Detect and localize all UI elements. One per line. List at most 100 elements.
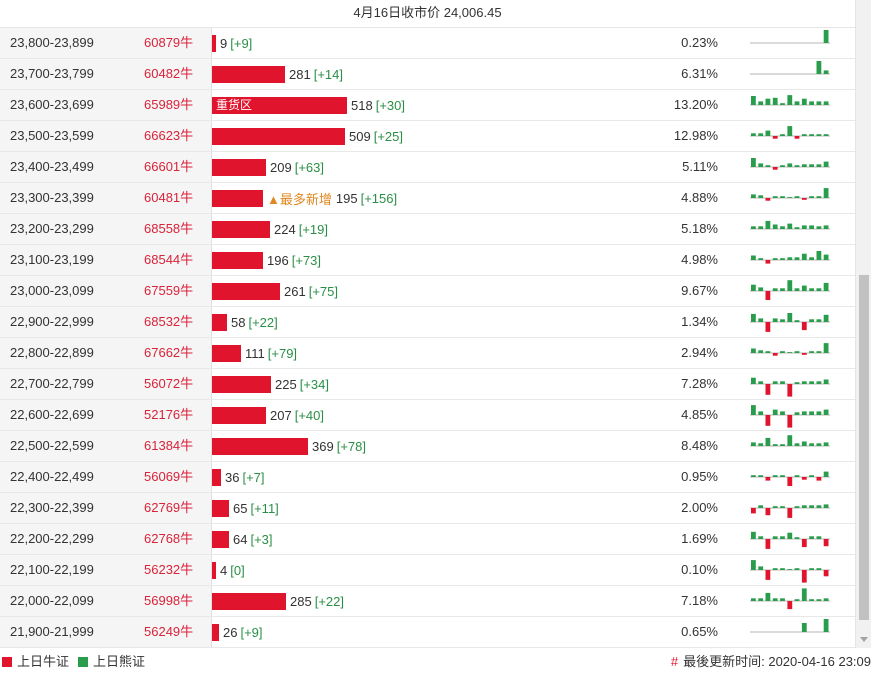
sparkline-bar xyxy=(765,198,771,201)
sparkline-bar xyxy=(758,350,764,353)
warrant-code-link[interactable]: 68544牛 xyxy=(132,245,211,275)
sparkline-bar xyxy=(780,165,785,167)
sparkline-bar xyxy=(787,257,793,260)
sparkline-chart xyxy=(750,95,830,106)
quantity-count: 65 xyxy=(233,500,248,516)
warrant-code-link[interactable]: 61384牛 xyxy=(132,431,211,461)
sparkline-bar xyxy=(823,161,829,167)
sparkline-bar xyxy=(823,254,829,260)
sparkline-bar xyxy=(758,536,764,539)
sparkline-bar xyxy=(780,444,785,446)
sparkline-bar xyxy=(765,592,771,601)
sparkline-bar xyxy=(801,381,807,384)
quantity-bar xyxy=(212,158,266,176)
sparkline-bar xyxy=(787,384,793,397)
sparkline-bar xyxy=(823,379,829,384)
warrant-code-link[interactable]: 60482牛 xyxy=(132,59,211,89)
warrant-code-link[interactable]: 62769牛 xyxy=(132,493,211,523)
sparkline-bar xyxy=(809,411,814,415)
sparkline-bar xyxy=(809,536,814,539)
sparkline-bar xyxy=(809,443,814,446)
vertical-scrollbar[interactable] xyxy=(855,0,871,648)
sparkline-bar xyxy=(758,598,764,601)
sparkline-bar xyxy=(772,136,778,139)
warrant-code-link[interactable]: 60879牛 xyxy=(132,28,211,58)
warrant-code-link[interactable]: 62768牛 xyxy=(132,524,211,554)
quantity-count: 9 xyxy=(220,35,228,51)
warrant-code-link[interactable]: 56232牛 xyxy=(132,555,211,585)
sparkline-bar xyxy=(794,475,800,477)
quantity-bar xyxy=(212,189,263,207)
table-row: 21,900-21,999 56249牛 26 [+9] 0.65% xyxy=(0,617,855,648)
price-range: 22,700-22,799 xyxy=(0,369,132,399)
warrant-code-link[interactable]: 67559牛 xyxy=(132,276,211,306)
sparkline-bar xyxy=(809,568,814,570)
warrant-code-link[interactable]: 56998牛 xyxy=(132,586,211,616)
percentage: 4.85% xyxy=(681,407,718,422)
sparkline-bar xyxy=(772,167,778,170)
bar-cell: 4 [0] xyxy=(212,555,652,585)
warrant-code-link[interactable]: 60481牛 xyxy=(132,183,211,213)
sparkline-bar xyxy=(816,61,822,74)
sparkline-bar xyxy=(816,568,822,570)
sparkline-bar xyxy=(794,412,800,415)
quantity-change: [+9] xyxy=(240,624,263,640)
scrollbar-thumb[interactable] xyxy=(859,275,869,620)
warrant-code-link[interactable]: 67662牛 xyxy=(132,338,211,368)
warrant-code-link[interactable]: 66601牛 xyxy=(132,152,211,182)
table-row: 22,400-22,499 56069牛 36 [+7] 0.95% xyxy=(0,462,855,493)
sparkline-bar xyxy=(794,257,800,260)
sparkline-chart xyxy=(750,619,830,633)
quantity-count: 196 xyxy=(267,252,289,268)
bull-swatch-icon xyxy=(2,657,12,667)
sparkline-bar xyxy=(772,196,778,198)
sparkline-bar xyxy=(765,415,771,426)
column-divider xyxy=(211,121,212,151)
quantity-bar xyxy=(212,468,221,486)
sparkline-bar xyxy=(809,599,814,601)
bar-cell: ▲最多新增 195 [+156] xyxy=(212,183,652,213)
warrant-code-link[interactable]: 56072牛 xyxy=(132,369,211,399)
warrant-code-link[interactable]: 68558牛 xyxy=(132,214,211,244)
warrant-code-link[interactable]: 68532牛 xyxy=(132,307,211,337)
warrant-code-link[interactable]: 52176牛 xyxy=(132,400,211,430)
sparkline-bar xyxy=(751,284,756,291)
sparkline-bar xyxy=(780,475,785,477)
sparkline-bar xyxy=(801,570,807,583)
sparkline-chart xyxy=(750,531,830,549)
bar-cell: 209 [+63] xyxy=(212,152,652,182)
sparkline-bar xyxy=(801,441,807,446)
sparkline-bar xyxy=(809,196,814,198)
table-row: 22,000-22,099 56998牛 285 [+22] 7.18% xyxy=(0,586,855,617)
sparkline-bar xyxy=(823,570,829,577)
sparkline-chart xyxy=(750,126,830,139)
sparkline-bar xyxy=(772,475,778,477)
quantity-count: 209 xyxy=(270,159,292,175)
price-range: 22,500-22,599 xyxy=(0,431,132,461)
sparkline-bar xyxy=(772,318,778,322)
sparkline-bar xyxy=(809,381,814,384)
quantity-count: 369 xyxy=(312,438,334,454)
sparkline-bar xyxy=(780,506,785,508)
bar-cell: 9 [+9] xyxy=(212,28,652,58)
chart-header: 4月16日收市价 24,006.45 xyxy=(0,0,855,28)
sparkline-bar xyxy=(823,134,829,136)
sparkline-bar xyxy=(772,353,778,356)
warrant-code-link[interactable]: 56069牛 xyxy=(132,462,211,492)
table-row: 22,100-22,199 56232牛 4 [0] 0.10% xyxy=(0,555,855,586)
legend-bear: 上日熊证 xyxy=(78,650,145,674)
sparkline-bar xyxy=(794,443,800,446)
warrant-code-link[interactable]: 66623牛 xyxy=(132,121,211,151)
quantity-bar xyxy=(212,251,263,269)
sparkline-bar xyxy=(794,288,800,291)
sparkline-bar xyxy=(823,314,829,322)
bar-cell: 281 [+14] xyxy=(212,59,652,89)
sparkline-chart xyxy=(750,504,830,518)
warrant-code-link[interactable]: 56249牛 xyxy=(132,617,211,647)
scroll-down-arrow-icon[interactable] xyxy=(860,637,868,642)
sparkline-bar xyxy=(816,599,822,601)
sparkline-chart xyxy=(750,435,830,447)
warrant-code-link[interactable]: 65989牛 xyxy=(132,90,211,120)
quantity-bar xyxy=(212,375,271,393)
percentage: 0.10% xyxy=(681,562,718,577)
